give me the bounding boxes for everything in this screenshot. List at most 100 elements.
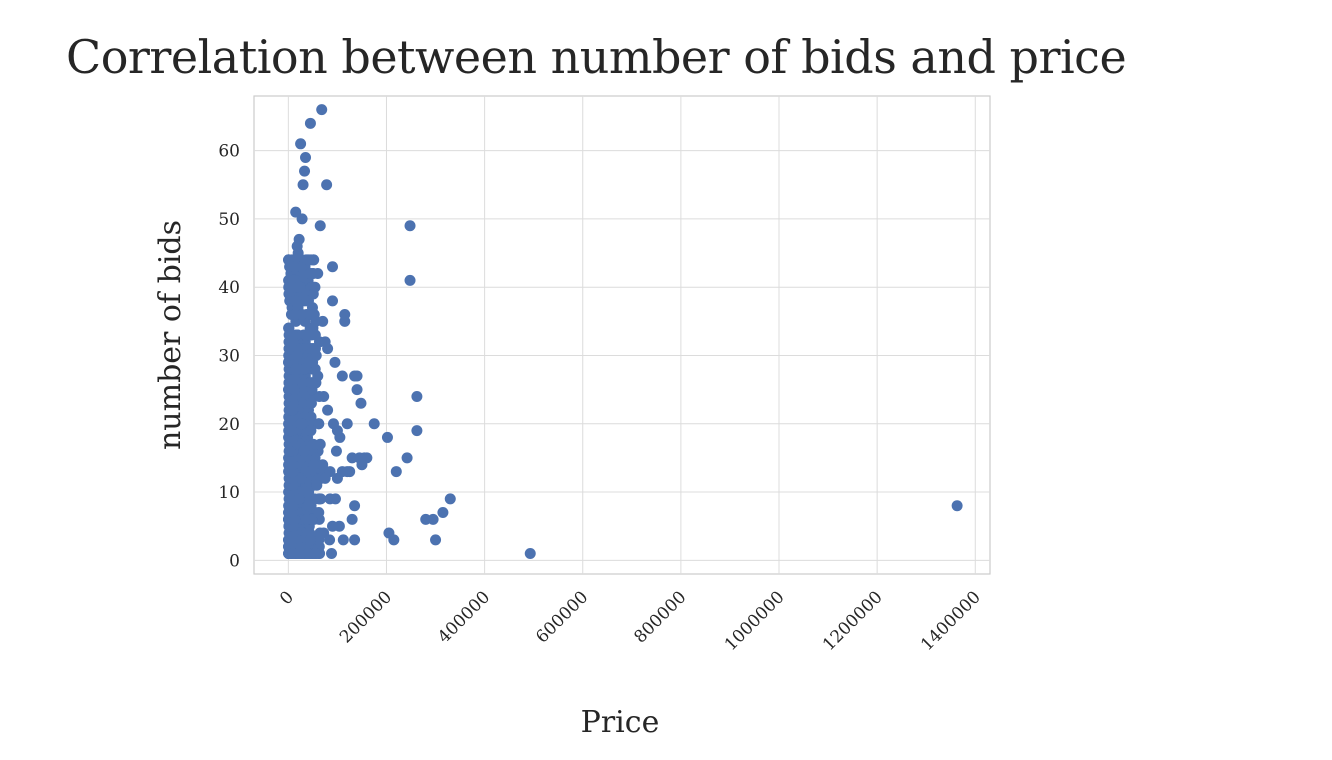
- chart-title: Correlation between number of bids and p…: [66, 30, 1127, 84]
- data-point: [314, 438, 326, 450]
- x-tick-label: 800000: [630, 587, 690, 647]
- data-point: [319, 336, 331, 348]
- x-tick-label: 1200000: [819, 587, 887, 655]
- data-point: [291, 240, 303, 252]
- data-point: [327, 295, 339, 307]
- data-point: [313, 507, 325, 519]
- data-point: [293, 493, 305, 505]
- data-point: [291, 349, 303, 361]
- y-tick-label: 30: [218, 346, 240, 366]
- data-point: [349, 534, 361, 546]
- data-point: [437, 507, 449, 519]
- data-point: [288, 261, 300, 273]
- data-point: [339, 309, 351, 321]
- data-point: [314, 220, 326, 232]
- data-point: [341, 418, 353, 430]
- data-point: [404, 220, 416, 232]
- data-point: [300, 151, 312, 163]
- data-point: [411, 390, 423, 402]
- plot-frame: [253, 95, 991, 575]
- data-point: [327, 261, 339, 273]
- data-point: [349, 370, 361, 382]
- data-point: [317, 459, 329, 471]
- data-point: [304, 117, 316, 129]
- data-point: [308, 459, 320, 471]
- data-point: [295, 138, 307, 150]
- data-points: [283, 104, 963, 560]
- data-point: [305, 397, 317, 409]
- data-point: [327, 418, 339, 430]
- data-point: [286, 404, 298, 416]
- data-point: [333, 520, 345, 532]
- x-tick-label: 1400000: [917, 587, 985, 655]
- y-tick-labels: 0 10 20 30 40 50 60: [218, 142, 240, 572]
- data-point: [322, 404, 334, 416]
- data-point: [420, 513, 432, 525]
- data-point: [411, 425, 423, 437]
- data-point: [321, 179, 333, 191]
- data-point: [349, 500, 361, 512]
- data-point: [294, 281, 306, 293]
- y-axis-label: number of bids: [153, 220, 188, 450]
- data-point: [351, 384, 363, 396]
- data-point: [303, 500, 315, 512]
- y-tick-label: 60: [218, 142, 240, 162]
- data-point: [315, 493, 327, 505]
- y-tick-label: 50: [218, 210, 240, 230]
- data-point: [346, 513, 358, 525]
- data-point: [329, 356, 341, 368]
- y-tick-label: 20: [218, 415, 240, 435]
- data-point: [951, 500, 963, 512]
- data-point: [444, 493, 456, 505]
- data-point: [318, 390, 330, 402]
- data-point: [285, 425, 297, 437]
- data-point: [329, 493, 341, 505]
- data-point: [290, 206, 302, 218]
- data-point: [287, 329, 299, 341]
- data-point: [355, 397, 367, 409]
- data-point: [304, 534, 316, 546]
- data-point: [309, 329, 321, 341]
- data-point: [297, 179, 309, 191]
- x-tick-label: 600000: [532, 587, 592, 647]
- data-point: [311, 479, 323, 491]
- data-point: [301, 295, 313, 307]
- data-point: [303, 356, 315, 368]
- data-point: [404, 274, 416, 286]
- data-point: [306, 377, 318, 389]
- data-point: [309, 548, 321, 560]
- data-point: [286, 281, 298, 293]
- data-point: [346, 452, 358, 464]
- data-point: [284, 445, 296, 457]
- data-point: [305, 425, 317, 437]
- data-point: [299, 165, 311, 177]
- data-point: [295, 418, 307, 430]
- data-point: [316, 104, 328, 116]
- data-point: [383, 527, 395, 539]
- x-tick-label: 0: [276, 587, 298, 609]
- x-tick-label: 1000000: [721, 587, 789, 655]
- data-point: [330, 445, 342, 457]
- data-point: [381, 431, 393, 443]
- data-point: [307, 343, 319, 355]
- data-point: [324, 534, 336, 546]
- x-axis-label: Price: [581, 705, 660, 740]
- data-point: [336, 370, 348, 382]
- data-point: [306, 268, 318, 280]
- data-point: [303, 254, 315, 266]
- data-point: [317, 315, 329, 327]
- x-tick-labels: 0 200000 400000 600000 800000 1000000 1200000 1…: [276, 587, 985, 655]
- data-point: [313, 418, 325, 430]
- data-point: [290, 363, 302, 375]
- data-point: [390, 466, 402, 478]
- data-point: [331, 472, 343, 484]
- data-point: [300, 329, 312, 341]
- data-point: [337, 534, 349, 546]
- data-point: [430, 534, 442, 546]
- data-point: [368, 418, 380, 430]
- data-point: [308, 309, 320, 321]
- y-tick-label: 10: [218, 483, 240, 503]
- data-point: [319, 472, 331, 484]
- data-point: [301, 513, 313, 525]
